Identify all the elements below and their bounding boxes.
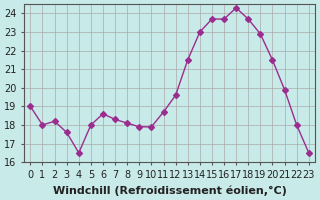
X-axis label: Windchill (Refroidissement éolien,°C): Windchill (Refroidissement éolien,°C): [52, 185, 286, 196]
